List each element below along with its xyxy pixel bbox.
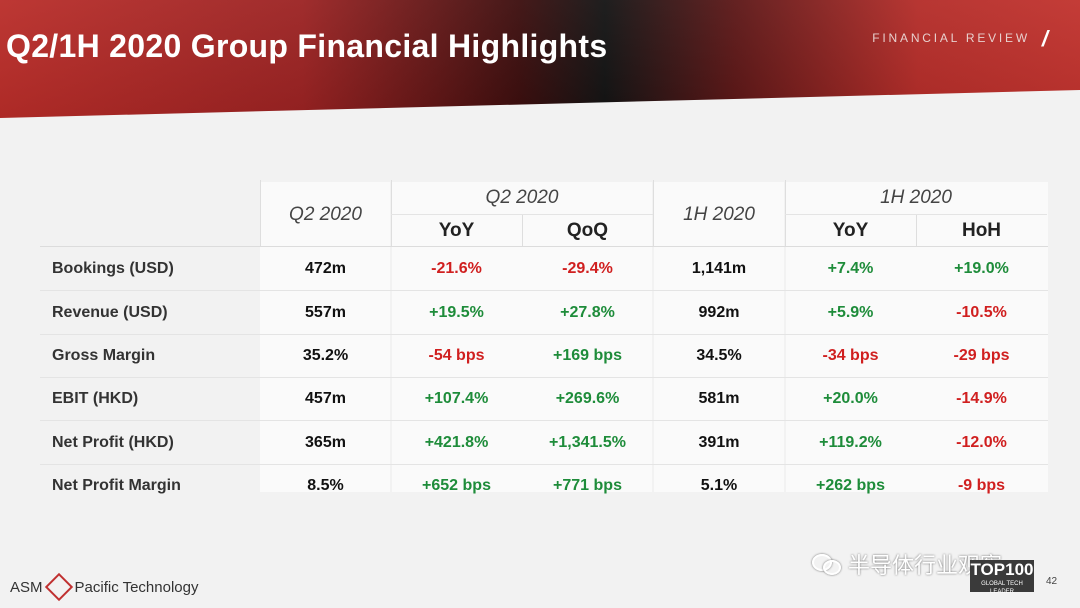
cell-1h-yoy: +5.9% bbox=[827, 304, 874, 321]
company-logo: ASM Pacific Technology bbox=[10, 572, 199, 602]
cell-q2: 472m bbox=[305, 260, 346, 277]
row-label: EBIT (HKD) bbox=[52, 390, 139, 407]
row-label: Revenue (USD) bbox=[52, 304, 168, 321]
page-title: Q2/1H 2020 Group Financial Highlights bbox=[6, 28, 608, 64]
cell-1h-yoy: +7.4% bbox=[827, 260, 874, 277]
cell-1h-yoy: +119.2% bbox=[819, 434, 882, 451]
page-number: 42 bbox=[1046, 576, 1058, 587]
cell-1h-hoh: +19.0% bbox=[954, 260, 1009, 277]
header-1h-2020: 1H 2020 bbox=[683, 204, 755, 225]
cell-1h-hoh: -29 bps bbox=[953, 347, 1010, 364]
table-row: Gross Margin 35.2% -54 bps +169 bps 34.5… bbox=[40, 334, 1040, 377]
wechat-icon bbox=[812, 552, 842, 576]
section-label: FINANCIAL REVIEW bbox=[872, 31, 1030, 45]
asm-cube-icon bbox=[44, 572, 73, 602]
cell-q2-yoy: +19.5% bbox=[429, 304, 484, 321]
cell-1h-hoh: -14.9% bbox=[956, 390, 1007, 407]
subheader-1h-hoh: HoH bbox=[961, 220, 1002, 241]
table-row: Revenue (USD) 557m +19.5% +27.8% 992m +5… bbox=[40, 291, 1040, 334]
cell-q2-yoy: +421.8% bbox=[424, 434, 489, 451]
cell-q2-yoy: -21.6% bbox=[431, 260, 482, 277]
cell-1h: 34.5% bbox=[696, 347, 742, 364]
subheader-1h-yoy: YoY bbox=[832, 220, 869, 241]
cell-q2-qoq: +269.6% bbox=[555, 390, 620, 407]
cell-q2: 557m bbox=[305, 304, 346, 321]
cell-q2: 365m bbox=[305, 434, 346, 451]
cell-q2-yoy: -54 bps bbox=[428, 347, 485, 364]
section-slash: / bbox=[1041, 26, 1048, 51]
row-label: Net Profit Margin bbox=[52, 477, 181, 494]
cell-1h-yoy: +262 bps bbox=[816, 477, 885, 494]
row-label: Bookings (USD) bbox=[52, 260, 174, 277]
table-row: Net Profit (HKD) 365m +421.8% +1,341.5% … bbox=[40, 421, 1040, 464]
row-label: Gross Margin bbox=[52, 347, 156, 364]
cell-q2-qoq: +771 bps bbox=[553, 477, 622, 494]
cell-q2-qoq: +27.8% bbox=[560, 304, 615, 321]
table-row: Net Profit Margin 8.5% +652 bps +771 bps… bbox=[40, 464, 1040, 507]
cell-q2: 8.5% bbox=[307, 477, 344, 494]
cell-q2-yoy: +652 bps bbox=[422, 477, 491, 494]
subheader-q2-qoq: QoQ bbox=[566, 220, 609, 241]
cell-q2: 35.2% bbox=[302, 347, 349, 364]
cell-1h: 1,141m bbox=[691, 260, 747, 277]
subheader-q2-yoy: YoY bbox=[438, 220, 475, 241]
cell-1h: 391m bbox=[698, 434, 740, 451]
header-q2-2020: Q2 2020 bbox=[289, 204, 362, 225]
cell-1h: 581m bbox=[698, 390, 740, 407]
cell-q2-qoq: -29.4% bbox=[562, 260, 613, 277]
cell-q2: 457m bbox=[305, 390, 346, 407]
company-name-asm: ASM bbox=[10, 578, 43, 596]
header-1h-2020-group: 1H 2020 bbox=[880, 187, 952, 208]
top100-badge: TOP100 GLOBAL TECH LEADER bbox=[970, 560, 1034, 595]
cell-q2-qoq: +1,341.5% bbox=[549, 434, 626, 451]
row-label: Net Profit (HKD) bbox=[52, 434, 174, 451]
cell-q2-yoy: +107.4% bbox=[424, 390, 489, 407]
table-row: Bookings (USD) 472m -21.6% -29.4% 1,141m… bbox=[40, 247, 1040, 290]
header-q2-2020-group: Q2 2020 bbox=[485, 187, 559, 208]
cell-1h-yoy: -34 bps bbox=[822, 347, 879, 364]
cell-1h-hoh: -9 bps bbox=[957, 477, 1006, 494]
cell-1h-hoh: -10.5% bbox=[956, 304, 1007, 321]
cell-1h-hoh: -12.0% bbox=[956, 434, 1007, 451]
company-name-pacific: Pacific Technology bbox=[74, 578, 199, 596]
cell-1h: 992m bbox=[698, 304, 740, 321]
cell-q2-qoq: +169 bps bbox=[553, 347, 622, 364]
cell-1h-yoy: +20.0% bbox=[823, 390, 878, 407]
table-row: EBIT (HKD) 457m +107.4% +269.6% 581m +20… bbox=[40, 377, 1040, 420]
cell-1h: 5.1% bbox=[700, 477, 738, 494]
